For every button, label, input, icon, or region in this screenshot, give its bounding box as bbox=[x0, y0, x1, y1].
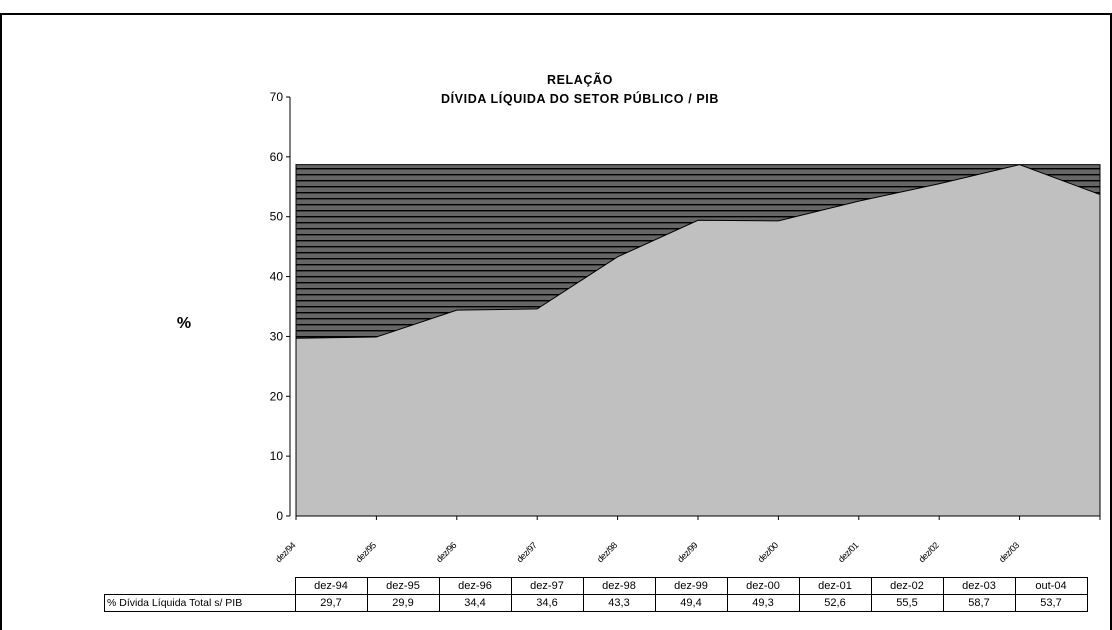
table-header-cell: dez-99 bbox=[654, 577, 728, 595]
data-table: dez-94 dez-95 dez-96 dez-97 dez-98 dez-99 dez-… bbox=[104, 577, 1088, 612]
table-header-cell: dez-96 bbox=[438, 577, 512, 595]
table-value-cell: 55,5 bbox=[870, 594, 944, 612]
table-value-cell: 49,3 bbox=[726, 594, 800, 612]
table-value-row: % Dívida Líquida Total s/ PIB 29,7 29,9 34… bbox=[104, 594, 1088, 612]
chart-title: RELAÇÃO bbox=[547, 72, 613, 87]
table-header-cell: dez-98 bbox=[582, 577, 656, 595]
x-tick-label: dez/01 bbox=[836, 540, 860, 564]
table-header-cell: dez-01 bbox=[798, 577, 872, 595]
table-header-cell: out-04 bbox=[1014, 577, 1088, 595]
x-tick-label: dez/97 bbox=[515, 540, 539, 564]
table-value-cell: 34,6 bbox=[510, 594, 584, 612]
y-tick-label: 10 bbox=[270, 449, 284, 463]
table-value-cell: 29,9 bbox=[366, 594, 440, 612]
table-value-cell: 52,6 bbox=[798, 594, 872, 612]
table-header-cell: dez-03 bbox=[942, 577, 1016, 595]
x-tick-label: dez/03 bbox=[997, 540, 1021, 564]
y-tick-label: 60 bbox=[270, 150, 284, 164]
table-header-cell: dez-97 bbox=[510, 577, 584, 595]
table-header-row: dez-94 dez-95 dez-96 dez-97 dez-98 dez-99 dez-… bbox=[105, 577, 1088, 595]
table-row-label: % Dívida Líquida Total s/ PIB bbox=[104, 594, 296, 612]
y-axis-label: % bbox=[177, 315, 191, 332]
x-tick-label: dez/99 bbox=[675, 540, 699, 564]
debt-ratio-area bbox=[295, 164, 1101, 517]
chart-frame bbox=[0, 13, 1112, 630]
x-tick-label: dez/00 bbox=[756, 540, 780, 564]
y-tick-label: 30 bbox=[270, 329, 284, 343]
y-tick-label: 40 bbox=[270, 270, 284, 284]
y-tick-label: 20 bbox=[270, 389, 284, 403]
table-value-cell: 34,4 bbox=[438, 594, 512, 612]
table-header-cell: dez-02 bbox=[870, 577, 944, 595]
table-value-cell: 53,7 bbox=[1014, 594, 1088, 612]
x-tick-label: dez/95 bbox=[354, 540, 378, 564]
table-header-cell: dez-94 bbox=[294, 577, 368, 595]
chart-subtitle: DÍVIDA LÍQUIDA DO SETOR PÚBLICO / PIB bbox=[441, 91, 719, 106]
x-tick-label: dez/98 bbox=[595, 540, 619, 564]
table-value-cell: 29,7 bbox=[294, 594, 368, 612]
y-tick-label: 70 bbox=[270, 90, 284, 104]
table-value-cell: 43,3 bbox=[582, 594, 656, 612]
x-tick-label: dez/02 bbox=[917, 540, 941, 564]
table-header-cell: dez-95 bbox=[366, 577, 440, 595]
y-tick-label: 50 bbox=[270, 210, 284, 224]
y-tick-label: 0 bbox=[276, 509, 283, 523]
table-value-cell: 49,4 bbox=[654, 594, 728, 612]
table-header-cell: dez-00 bbox=[726, 577, 800, 595]
table-corner bbox=[105, 578, 296, 595]
table-value-cell: 58,7 bbox=[942, 594, 1016, 612]
x-tick-label: dez/96 bbox=[434, 540, 458, 564]
x-tick-label: dez/94 bbox=[273, 540, 297, 564]
